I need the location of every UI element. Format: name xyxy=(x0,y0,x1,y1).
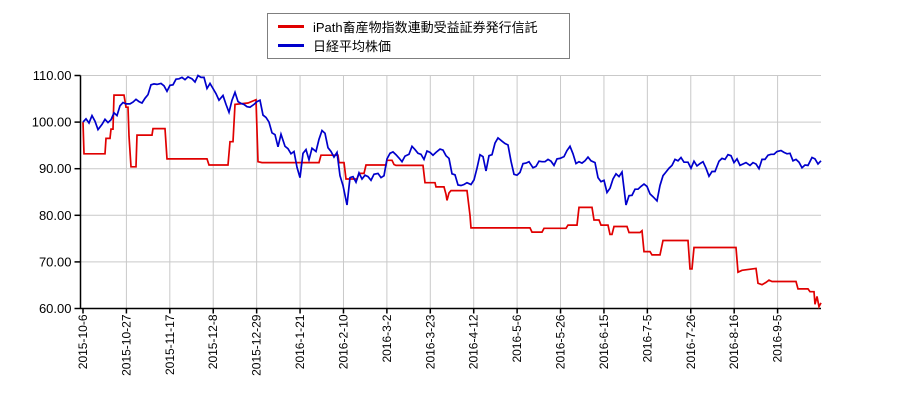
y-tick-label: 90.00 xyxy=(39,161,72,176)
x-tick-label: 2015-12-8 xyxy=(206,314,220,369)
y-tick-label: 110.00 xyxy=(33,68,72,83)
x-tick-label: 2016-3-2 xyxy=(380,314,394,362)
y-tick-label: 70.00 xyxy=(39,254,72,269)
x-tick-label: 2016-3-23 xyxy=(423,314,437,369)
series-line-ipath xyxy=(82,94,822,310)
x-tick-label: 2016-5-26 xyxy=(554,314,568,369)
x-tick-label: 2016-8-16 xyxy=(727,314,741,369)
x-tick-label: 2015-12-29 xyxy=(250,314,264,376)
x-tick-label: 2016-6-15 xyxy=(597,314,611,369)
x-tick-label: 2015-10-27 xyxy=(119,314,133,376)
series-line-nikkei xyxy=(82,74,822,206)
x-tick-label: 2015-11-17 xyxy=(163,314,177,375)
legend-label-nikkei: 日経平均株価 xyxy=(313,39,392,54)
x-tick-label: 2016-1-21 xyxy=(293,314,307,369)
x-tick-label: 2016-4-12 xyxy=(467,314,481,369)
x-tick-label: 2016-7-5 xyxy=(640,314,654,362)
legend-item-ipath: iPath畜産物指数連動受益証券発行信託 xyxy=(278,17,559,36)
x-tick-label: 2016-2-10 xyxy=(336,314,350,369)
y-tick-label: 80.00 xyxy=(39,208,72,223)
blue-line-swatch-icon xyxy=(278,44,304,47)
y-tick-label: 60.00 xyxy=(39,301,72,316)
x-tick-label: 2016-9-5 xyxy=(771,314,785,362)
red-line-swatch-icon xyxy=(278,25,304,28)
x-tick-label: 2015-10-6 xyxy=(76,314,90,369)
x-tick-label: 2016-7-26 xyxy=(684,314,698,369)
legend: iPath畜産物指数連動受益証券発行信託 日経平均株価 xyxy=(267,13,570,59)
legend-item-nikkei: 日経平均株価 xyxy=(278,36,559,55)
y-tick-label: 100.00 xyxy=(32,115,72,130)
legend-label-ipath: iPath畜産物指数連動受益証券発行信託 xyxy=(313,20,538,35)
x-tick-label: 2016-5-6 xyxy=(510,314,524,362)
